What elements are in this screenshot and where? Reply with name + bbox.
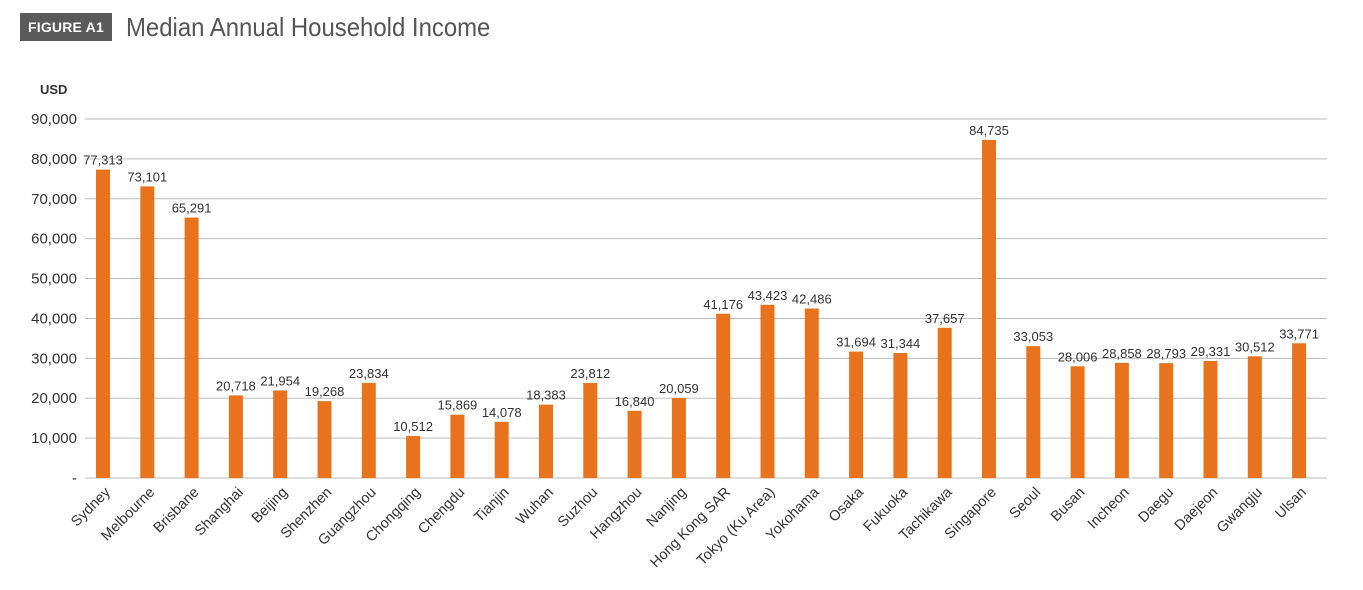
bar [671,397,686,478]
figure-badge: FIGURE A1 [20,13,112,41]
y-tick-label: 90,000 [31,111,77,128]
x-tick-label: Daegu [1135,485,1177,527]
bar [1159,363,1174,478]
x-tick-label: Seoul [1007,485,1045,523]
bar [1247,356,1262,478]
data-label: 23,812 [570,366,610,381]
data-label: 33,053 [1013,329,1053,344]
bar [184,217,199,478]
data-label: 20,718 [216,378,256,393]
bar [273,390,288,478]
data-label: 30,512 [1235,339,1275,354]
bar [716,313,731,478]
bar [539,404,553,478]
bar [1114,362,1129,478]
data-label: 10,512 [393,419,433,434]
bar [96,169,110,478]
bar [361,382,376,478]
bar [450,414,465,478]
bar [494,421,509,478]
bar [804,308,819,478]
x-tick-label: Daejeon [1172,485,1222,535]
data-label: 65,291 [172,201,212,216]
x-tick-label: Tokyo (Ku Area) [694,485,778,569]
bar [583,383,598,478]
y-tick-label: 50,000 [31,271,77,288]
data-label: 28,006 [1058,349,1098,364]
y-tick-label: 40,000 [31,310,77,327]
bar [317,401,332,478]
chart-title: Median Annual Household Income [125,11,491,42]
data-label: 21,954 [260,373,300,388]
bar [406,436,421,478]
data-label: 20,059 [659,381,699,396]
bar [627,410,642,478]
x-tick-label: Wuhan [513,485,557,529]
y-tick-label: 20,000 [31,390,77,407]
x-tick-label: Chengdu [415,485,468,538]
x-tick-label: Busan [1048,485,1088,525]
bar [760,304,775,478]
bar [982,140,996,478]
x-tick-label: Tianjin [471,485,512,526]
y-tick-label: 70,000 [31,191,77,208]
data-label: 37,657 [925,311,965,326]
x-tick-label: Shanghai [192,485,247,540]
y-tick-label: 60,000 [31,231,77,248]
bar [893,352,908,478]
x-tick-label: Ulsan [1272,485,1310,523]
bar [1203,361,1218,478]
bar [1070,366,1085,478]
data-label: 73,101 [127,169,167,184]
data-label: 19,268 [305,384,345,399]
bar [140,186,155,478]
x-tick-label: Incheon [1085,485,1133,533]
y-tick-label: - [72,470,77,487]
data-label: 16,840 [615,394,655,409]
data-label: 43,423 [748,288,788,303]
data-label: 41,176 [703,297,743,312]
data-label: 28,793 [1146,346,1186,361]
y-tick-label: 30,000 [31,350,77,367]
data-label: 84,735 [969,123,1009,138]
data-label: 14,078 [482,405,522,420]
data-label: 29,331 [1191,344,1231,359]
bar [228,395,243,478]
data-label: 33,771 [1279,326,1319,341]
bar [1292,343,1307,478]
bar [1026,346,1041,478]
y-tick-label: 10,000 [31,430,77,447]
y-tick-label: 80,000 [31,151,77,168]
data-label: 42,486 [792,292,832,307]
data-label: 31,694 [836,335,876,350]
x-tick-label: Hong Kong SAR [647,485,734,572]
bar [937,327,952,478]
x-tick-label: Gwangju [1214,485,1266,537]
data-label: 77,313 [83,153,123,168]
figure-header: FIGURE A1 Median Annual Household Income [20,10,522,44]
data-label: 28,858 [1102,346,1142,361]
y-axis-unit-label: USD [40,82,67,97]
x-tick-label: Osaka [826,484,868,526]
bar [849,351,864,478]
data-label: 18,383 [526,388,566,403]
x-tick-label: Beijing [249,485,291,527]
data-label: 23,834 [349,366,389,381]
data-label: 15,869 [438,398,478,413]
data-label: 31,344 [881,336,921,351]
